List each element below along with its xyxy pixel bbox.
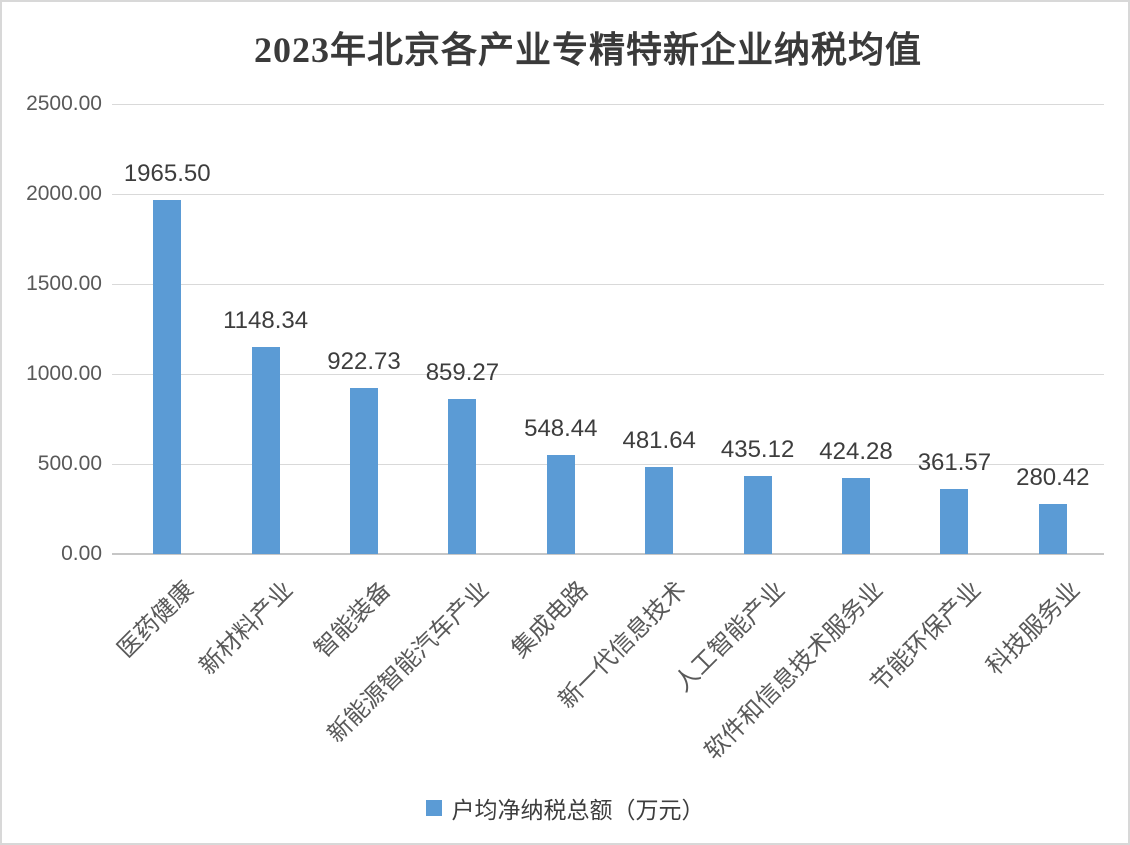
chart-title: 2023年北京各产业专精特新企业纳税均值 — [253, 30, 922, 70]
bar — [448, 399, 477, 554]
bar — [940, 488, 969, 554]
bar — [153, 200, 182, 554]
gridline — [112, 464, 1104, 465]
gridline — [112, 374, 1104, 375]
y-tick-label: 2000.00 — [26, 182, 102, 205]
data-label: 481.64 — [622, 427, 696, 455]
y-tick-label: 500.00 — [37, 452, 102, 475]
bar — [1038, 503, 1067, 554]
data-label: 1965.50 — [123, 160, 211, 188]
gridline — [112, 284, 1104, 285]
bar — [350, 387, 378, 554]
data-label: 548.44 — [524, 415, 598, 443]
y-tick-label: 1000.00 — [26, 362, 102, 385]
bar — [645, 467, 674, 554]
bar — [251, 347, 280, 554]
legend: 户均净纳税总额（万元） — [2, 792, 1128, 824]
data-label: 859.27 — [425, 359, 500, 387]
y-tick-label: 1500.00 — [26, 272, 102, 295]
y-tick-label: 0.00 — [61, 542, 102, 565]
bar — [743, 475, 772, 554]
data-label: 435.12 — [720, 435, 795, 463]
data-label: 1148.34 — [223, 307, 309, 335]
data-label: 424.28 — [819, 437, 893, 465]
data-label: 361.57 — [917, 448, 992, 476]
gridline — [112, 104, 1104, 105]
y-tick-label: 2500.00 — [26, 92, 102, 115]
legend-label: 户均净纳税总额（万元） — [451, 798, 705, 823]
plot-area: 1965.50 1148.34 922.73 859.27 548.44 481.64 43… — [112, 104, 1104, 555]
bar — [842, 477, 870, 554]
data-label: 280.42 — [1016, 463, 1090, 491]
data-label: 922.73 — [327, 347, 401, 375]
legend-marker-square-icon — [425, 800, 442, 816]
x-axis-line — [112, 553, 1104, 555]
bar — [546, 455, 575, 554]
gridline — [112, 194, 1104, 195]
